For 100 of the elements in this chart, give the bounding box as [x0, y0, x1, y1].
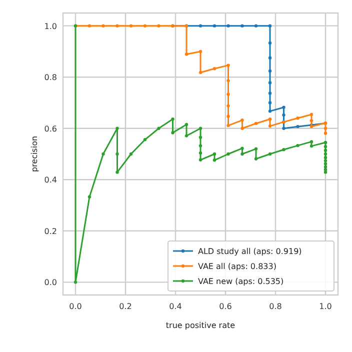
point — [268, 124, 272, 128]
point — [226, 79, 230, 82]
point — [324, 126, 328, 130]
point — [226, 92, 230, 96]
point — [240, 118, 244, 122]
point — [254, 157, 258, 160]
point — [296, 124, 300, 128]
point — [310, 144, 314, 148]
point — [171, 118, 174, 121]
x-tick-label: 1.0 — [319, 302, 332, 311]
point — [310, 119, 314, 122]
y-tick-label: 0.6 — [44, 124, 57, 134]
point — [226, 24, 230, 28]
y-tick-label: 0.2 — [44, 226, 57, 236]
point — [268, 81, 272, 84]
point — [88, 24, 92, 28]
point — [226, 104, 230, 108]
point — [268, 152, 272, 156]
point — [74, 280, 78, 284]
point — [324, 159, 328, 162]
point — [268, 92, 272, 95]
point — [324, 162, 328, 166]
point — [310, 140, 314, 144]
legend-label: VAE all (aps: 0.833) — [198, 262, 276, 271]
point — [268, 110, 272, 113]
point — [324, 170, 328, 174]
point — [157, 24, 160, 28]
point — [198, 24, 202, 28]
point — [198, 70, 202, 74]
point — [198, 158, 202, 162]
point — [102, 24, 105, 28]
point — [226, 64, 230, 67]
y-tick-label: 1.0 — [44, 22, 57, 31]
point — [212, 158, 216, 162]
point — [240, 126, 244, 130]
point — [254, 147, 258, 150]
y-tick-label: 0.8 — [44, 73, 57, 82]
point — [268, 24, 272, 28]
point — [184, 52, 188, 56]
point — [268, 101, 272, 104]
point — [184, 122, 188, 126]
legend-label: ALD study all (aps: 0.919) — [198, 247, 302, 256]
point — [198, 50, 202, 54]
point — [143, 138, 147, 142]
point — [282, 126, 286, 130]
point — [198, 126, 202, 130]
point — [296, 144, 300, 148]
point — [143, 24, 147, 28]
point — [157, 126, 160, 130]
point — [268, 118, 272, 121]
point — [254, 122, 258, 126]
point — [324, 165, 328, 168]
point — [324, 152, 328, 156]
point — [171, 131, 174, 134]
x-tick-label: 0.6 — [219, 302, 232, 311]
point — [324, 132, 328, 135]
point — [240, 24, 244, 28]
point — [268, 69, 272, 73]
point — [116, 152, 119, 156]
legend-label: VAE new (aps: 0.535) — [198, 277, 284, 286]
point — [212, 67, 216, 70]
y-axis-title: precision — [30, 136, 39, 172]
point — [212, 152, 216, 156]
point — [240, 152, 244, 156]
point — [296, 116, 300, 120]
point — [88, 195, 92, 198]
point — [254, 24, 258, 28]
point — [116, 24, 119, 28]
point — [198, 136, 202, 139]
point — [268, 41, 272, 45]
point — [212, 24, 216, 28]
point — [184, 134, 188, 138]
point — [282, 148, 286, 152]
point — [226, 114, 230, 118]
point — [324, 140, 328, 144]
point — [116, 126, 119, 130]
x-tick-label: 0.2 — [119, 302, 132, 311]
point — [226, 152, 230, 156]
point — [324, 144, 328, 148]
x-tick-label: 0.8 — [269, 302, 282, 311]
point — [198, 144, 202, 148]
point — [282, 106, 286, 109]
point — [282, 113, 286, 117]
point — [129, 152, 133, 156]
point — [129, 24, 133, 28]
point — [116, 170, 119, 174]
point — [268, 56, 272, 60]
point — [324, 168, 328, 172]
point — [310, 112, 314, 116]
point — [324, 156, 328, 160]
x-axis-title: true positive rate — [166, 321, 236, 330]
point — [324, 148, 328, 152]
y-tick-label: 0.4 — [44, 176, 57, 185]
point — [102, 152, 105, 156]
y-tick-label: 0.0 — [44, 278, 57, 288]
point — [226, 124, 230, 128]
point — [240, 146, 244, 150]
x-tick-label: 0.4 — [169, 302, 182, 311]
point — [198, 151, 202, 155]
x-tick-label: 0.0 — [69, 302, 82, 311]
